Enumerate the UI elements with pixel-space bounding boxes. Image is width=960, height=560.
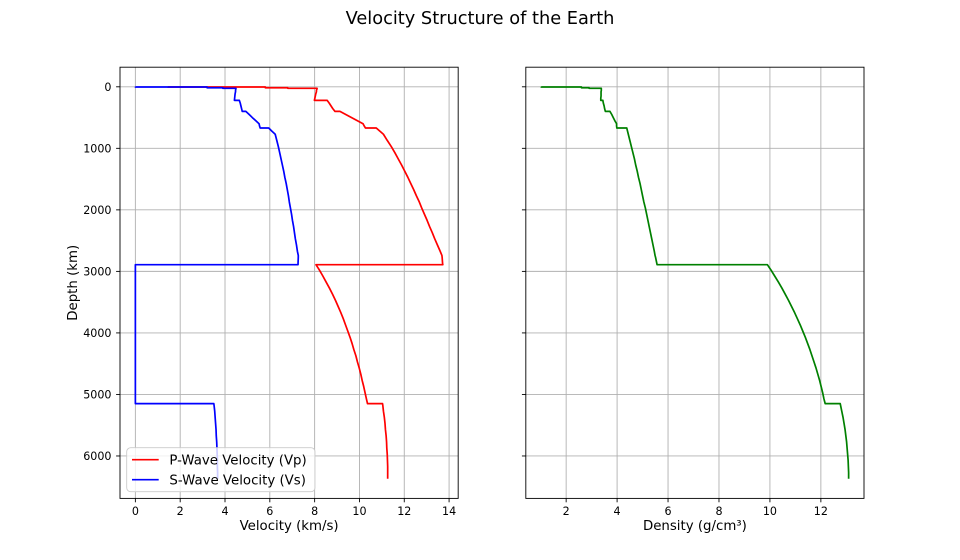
x-tick-label: 8 (715, 505, 722, 518)
x-tick-label: 0 (132, 505, 139, 518)
x-tick-label: 14 (442, 505, 456, 518)
legend-label-vp: P-Wave Velocity (Vp) (169, 453, 306, 468)
x-tick-label: 6 (664, 505, 671, 518)
density-curve (540, 86, 850, 479)
x-tick-label: 12 (814, 505, 828, 518)
x-tick-label: 2 (177, 505, 184, 518)
y-tick-label: 4000 (83, 327, 111, 340)
y-tick-label: 0 (104, 81, 111, 94)
x-tick-label: 12 (397, 505, 411, 518)
x-tick-label: 10 (763, 505, 777, 518)
y-tick-label: 6000 (83, 450, 111, 463)
x-tick-label: 8 (311, 505, 318, 518)
axes-spines (119, 66, 459, 499)
p-wave-velocity-vp-curve (167, 86, 444, 479)
y-tick-label: 1000 (83, 143, 111, 156)
x-tick-label: 10 (352, 505, 366, 518)
x-tick-label: 4 (614, 505, 621, 518)
density-xaxis-label: Density (g/cm³) (643, 519, 747, 534)
velocity-xaxis-label: Velocity (km/s) (240, 519, 339, 534)
plots-layer: 0 2 4 6 8 10 12 14 0 1000 2000 3000 4000 5000 6000 2 4 6 8… (83, 66, 865, 518)
y-tick-label: 2000 (83, 204, 111, 217)
depth-yaxis-label: Depth (km) (66, 245, 81, 321)
legend-box (126, 447, 316, 493)
x-tick-label: 4 (221, 505, 228, 518)
axes-spines (525, 66, 865, 499)
subplot-velocity: 0 2 4 6 8 10 12 14 0 1000 2000 3000 4000 5000 6000 (83, 66, 459, 518)
x-tick-label: 6 (266, 505, 273, 518)
y-tick-label: 5000 (83, 389, 111, 402)
subplot-density: 2 4 6 8 10 12 (521, 66, 865, 518)
legend: P-Wave Velocity (Vp) S-Wave Velocity (Vs… (126, 447, 316, 493)
figure-title: Velocity Structure of the Earth (346, 8, 615, 29)
s-wave-velocity-vs-curve (134, 86, 300, 479)
x-tick-label: 2 (563, 505, 570, 518)
y-tick-label: 3000 (83, 266, 111, 279)
legend-label-vs: S-Wave Velocity (Vs) (169, 473, 306, 488)
